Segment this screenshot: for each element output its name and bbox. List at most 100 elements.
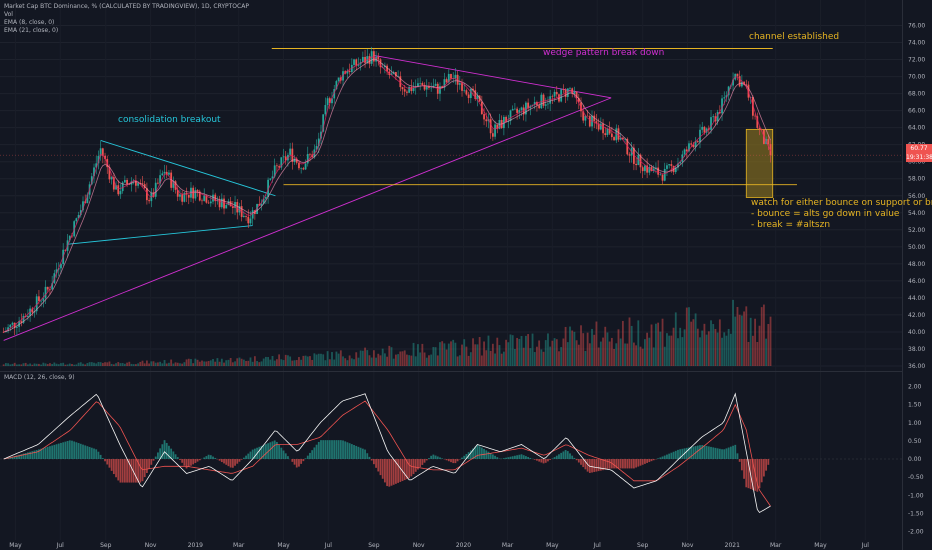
candle-body (196, 190, 199, 192)
volume-bar (170, 359, 173, 366)
candle-body (326, 98, 329, 105)
macd-histogram-bar (659, 457, 662, 459)
candle-body (732, 79, 734, 86)
macd-axis[interactable]: 2.00 1.50 1.00 0.50 0.00 -0.50 -1.00 -1.50 -2.00 (908, 384, 924, 536)
volume-bar (172, 363, 175, 366)
volume-bar (234, 361, 236, 366)
volume-bar (399, 351, 402, 366)
candle-body (769, 144, 772, 156)
volume-bar (628, 317, 631, 366)
macd-tick-label: -2.00 (908, 529, 924, 536)
macd-histogram-bar (509, 456, 512, 459)
candle-body (273, 165, 276, 177)
macd-histogram-bar (126, 459, 128, 483)
macd-histogram-bar (84, 445, 87, 459)
volume-bar (337, 353, 340, 366)
candle-body (229, 201, 232, 207)
volume-bar (644, 339, 646, 366)
volume-bar (754, 318, 756, 366)
candle-body (738, 76, 741, 87)
volume-bar (505, 339, 507, 366)
candle-body (593, 115, 596, 122)
candle-body (547, 103, 549, 105)
macd-histogram-bar (388, 459, 391, 487)
macd-histogram-bar (35, 449, 38, 459)
volume-bar (249, 357, 252, 366)
time-axis[interactable]: May Jul Sep Nov 2019 Mar May Jul Sep Nov 2020 Mar Ma… (9, 542, 869, 549)
candle-body (282, 156, 285, 158)
price-candles[interactable] (2, 46, 772, 336)
candle-body (309, 154, 311, 155)
volume-bar (408, 355, 411, 366)
volume-bar (527, 334, 530, 366)
indicator-vol[interactable]: Vol (4, 11, 13, 18)
volume-bar (683, 329, 686, 366)
candle-body (597, 123, 600, 130)
candle-body (245, 215, 247, 217)
volume-bar (743, 311, 745, 366)
annotation-watch-2[interactable]: - bounce = alts go down in value (751, 209, 900, 219)
macd-histogram-bar (562, 451, 565, 459)
candle-body (425, 86, 428, 90)
volume-bar (179, 363, 181, 366)
macd-pane[interactable] (0, 392, 902, 514)
macd-histogram-bar (331, 440, 333, 459)
price-axis[interactable]: 36.00 38.00 40.00 42.00 44.00 46.00 48.00 50.00… (908, 23, 925, 370)
macd-histogram-bar (236, 459, 239, 464)
volume-bar (397, 354, 400, 366)
candle-body (251, 210, 254, 219)
candle-body (9, 324, 12, 328)
volume-bar (696, 328, 699, 366)
volume-bar (756, 341, 759, 366)
volume-bar (64, 364, 67, 366)
annotation-consolidation[interactable]: consolidation breakout (118, 115, 221, 125)
macd-histogram-bar (282, 450, 285, 459)
candle-body (137, 183, 139, 186)
candle-body (760, 129, 763, 130)
candle-body (666, 165, 668, 169)
indicator-macd[interactable]: MACD (12, 26, close, 9) (4, 374, 75, 381)
volume-bar (207, 361, 210, 366)
volume-bar (487, 335, 490, 366)
indicator-ema-21[interactable]: EMA (21, close, 0) (4, 27, 59, 34)
macd-histogram-bar (721, 449, 723, 459)
annotation-watch-1[interactable]: watch for either bounce on support or br… (751, 198, 932, 208)
trendlines (0, 48, 902, 341)
candle-body (489, 119, 492, 134)
volume-bar (328, 359, 331, 366)
volume-bar (196, 359, 199, 366)
volume-bar (375, 357, 377, 366)
volume-bar (630, 325, 633, 366)
macd-histogram-bar (121, 459, 124, 483)
candle-body (154, 182, 157, 197)
volume-bar (641, 348, 644, 366)
candle-body (644, 165, 646, 172)
volume-bar (562, 338, 565, 366)
candle-body (463, 90, 466, 91)
volume-bar (231, 362, 234, 366)
annotation-watch-3[interactable]: - break = #altszn (751, 220, 831, 230)
macd-histogram-bar (302, 459, 305, 462)
candle-body (626, 138, 629, 155)
volume-bar (430, 354, 433, 366)
macd-histogram-bar (320, 440, 322, 459)
volume-bar (406, 354, 408, 366)
macd-histogram-bar (639, 459, 642, 466)
volume-bar (417, 344, 419, 366)
macd-histogram-bar (615, 459, 618, 469)
annotation-channel[interactable]: channel established (749, 32, 840, 42)
annotation-wedge[interactable]: wedge pattern break down (543, 48, 665, 58)
volume-bar (22, 363, 25, 366)
candle-body (632, 147, 635, 164)
trendline-long-support (3, 97, 612, 341)
indicator-ema-8[interactable]: EMA (8, close, 0) (4, 19, 55, 26)
volume-bar (15, 364, 18, 366)
macd-histogram-bar (522, 455, 525, 459)
macd-histogram-bar (95, 449, 98, 459)
candle-body (386, 65, 388, 72)
volume-bar (326, 351, 329, 366)
volume-bar (672, 327, 675, 366)
volume-bar (395, 354, 397, 366)
volume-bar (335, 351, 338, 366)
